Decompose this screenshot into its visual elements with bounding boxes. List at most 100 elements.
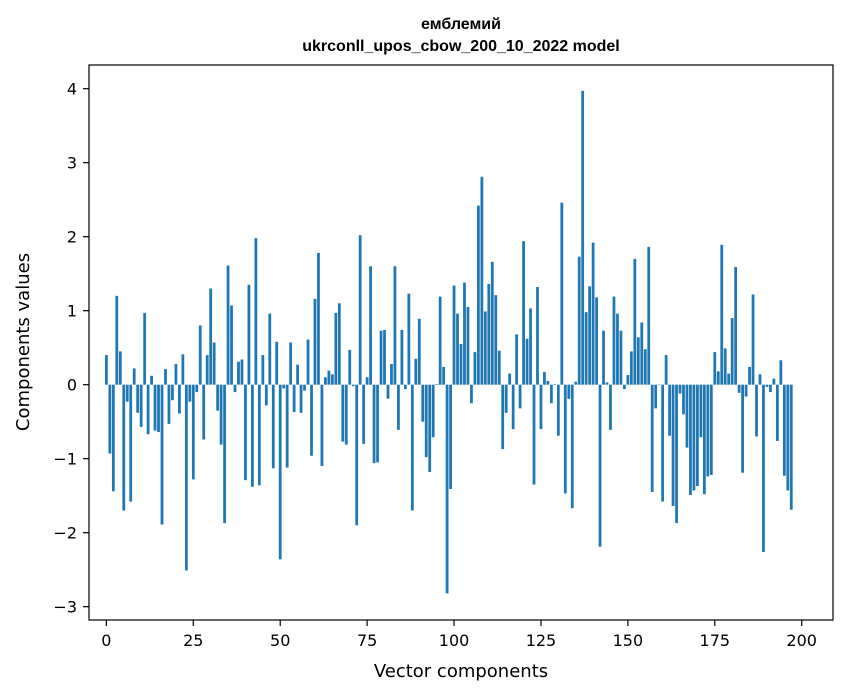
x-tick-label: 0: [101, 631, 111, 650]
bar: [456, 313, 459, 385]
bar: [320, 384, 324, 467]
bar: [379, 330, 383, 385]
bar: [609, 384, 612, 430]
y-tick-label: −3: [53, 598, 77, 617]
bar: [233, 384, 237, 393]
bar: [212, 342, 216, 385]
bar: [511, 384, 515, 430]
bar: [671, 384, 675, 507]
bar: [741, 384, 744, 473]
y-axis: −3 −2 −1 0 1 2 3 4: [53, 80, 89, 617]
bar: [730, 318, 734, 385]
bar: [647, 247, 651, 385]
bar: [410, 384, 414, 511]
bar: [560, 202, 564, 385]
chart-subtitle: ukrconll_upos_cbow_200_10_2022 model: [302, 38, 619, 55]
bar: [254, 238, 258, 385]
bar: [779, 360, 783, 385]
bar: [424, 384, 428, 458]
x-tick-label: 75: [357, 631, 377, 650]
bar: [268, 313, 272, 385]
bar: [188, 384, 192, 402]
bar: [772, 378, 776, 385]
bar: [490, 261, 494, 385]
bar: [303, 384, 306, 391]
bar: [550, 384, 553, 404]
bar: [397, 384, 400, 430]
bar: [171, 384, 174, 401]
bar: [327, 370, 331, 385]
bar: [476, 205, 480, 385]
bar: [278, 384, 282, 560]
bar: [351, 384, 355, 387]
bar: [400, 329, 404, 385]
bar: [237, 361, 240, 385]
bar: [515, 334, 519, 385]
bar: [421, 384, 425, 422]
bar: [696, 384, 699, 487]
bar: [529, 308, 532, 385]
bar: [612, 296, 616, 385]
bar: [543, 372, 546, 385]
bar: [789, 384, 793, 510]
bar: [358, 235, 362, 385]
bar: [223, 384, 226, 524]
bar: [675, 384, 678, 524]
bar: [751, 294, 755, 385]
bar: [438, 296, 442, 385]
bar: [480, 176, 484, 385]
bar: [115, 295, 119, 385]
bar: [518, 384, 522, 409]
bar: [668, 384, 671, 436]
bar: [449, 384, 452, 490]
bar: [219, 384, 223, 445]
bar: [108, 384, 112, 454]
bar: [605, 382, 609, 385]
bar: [324, 377, 327, 385]
bar: [386, 384, 390, 399]
bar: [414, 358, 418, 385]
x-tick-label: 175: [700, 631, 731, 650]
bar: [198, 325, 202, 385]
bar: [782, 384, 786, 476]
bar: [202, 384, 206, 440]
bar: [473, 352, 477, 385]
bar: [623, 384, 626, 390]
bar: [463, 282, 466, 385]
bars-group: [104, 90, 793, 594]
bar: [209, 288, 213, 385]
bar: [678, 384, 682, 394]
bar: [459, 343, 463, 385]
bar: [282, 384, 286, 389]
bar: [508, 373, 512, 385]
bar: [178, 384, 181, 414]
bar: [122, 384, 126, 511]
bar: [285, 384, 289, 468]
bar: [393, 266, 397, 385]
bar: [539, 384, 543, 430]
bar: [191, 384, 195, 480]
bar: [626, 375, 630, 385]
bar: [160, 384, 164, 525]
bar: [313, 298, 317, 385]
bar: [431, 384, 435, 438]
bar: [769, 384, 772, 393]
bar: [226, 265, 230, 385]
bar: [157, 384, 160, 433]
bar: [720, 244, 724, 385]
bar: [184, 384, 188, 571]
bar: [706, 384, 710, 477]
bar: [143, 312, 147, 385]
bar: [556, 384, 560, 436]
bar: [452, 285, 456, 385]
bar: [365, 377, 369, 385]
bar: [174, 363, 178, 385]
bar: [341, 384, 345, 442]
bar: [310, 384, 313, 456]
bar: [132, 368, 136, 385]
bar: [369, 266, 372, 385]
x-axis-label: Vector components: [374, 661, 548, 682]
bar: [494, 295, 498, 385]
